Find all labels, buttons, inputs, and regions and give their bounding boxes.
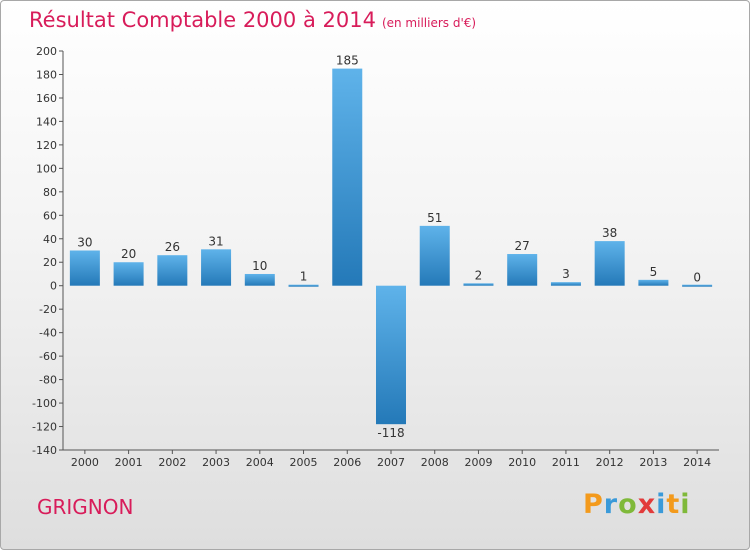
x-tick-label: 2005 <box>290 456 318 469</box>
bar <box>113 262 144 286</box>
bar <box>638 279 669 286</box>
bar <box>682 284 713 287</box>
data-label: 51 <box>427 211 442 225</box>
data-label: 2 <box>475 268 483 282</box>
x-tick-label: 2013 <box>639 456 667 469</box>
x-tick-label: 2012 <box>596 456 624 469</box>
bar <box>419 225 450 286</box>
x-tick-label: 2010 <box>508 456 536 469</box>
data-label: 30 <box>77 236 92 250</box>
y-tick-label: 200 <box>36 45 57 58</box>
x-tick-label: 2004 <box>246 456 274 469</box>
x-tick-label: 2007 <box>377 456 405 469</box>
bar <box>201 249 232 286</box>
x-tick-label: 2009 <box>464 456 492 469</box>
y-tick-label: -40 <box>39 327 57 340</box>
x-axis: 2000 2001 2002 2003 2004 2005 2006 2007 2008 2009… <box>63 449 719 469</box>
chart-title-text: Résultat Comptable 2000 à 2014 <box>29 8 376 32</box>
x-tick-label: 2006 <box>333 456 361 469</box>
bar <box>332 68 363 286</box>
data-label: 185 <box>336 54 359 68</box>
bar <box>244 273 275 286</box>
y-tick-label: -100 <box>32 397 57 410</box>
proxiti-logo: Proxiti <box>583 489 691 520</box>
bar <box>594 241 625 286</box>
data-label: 10 <box>252 259 267 273</box>
y-tick-label: 20 <box>43 256 57 269</box>
y-tick-label: 140 <box>36 115 57 128</box>
y-tick-label: 60 <box>43 209 57 222</box>
y-tick-label: 80 <box>43 186 57 199</box>
y-tick-label: -20 <box>39 303 57 316</box>
data-label: 3 <box>562 267 570 281</box>
y-tick-label: -80 <box>39 374 57 387</box>
y-tick-label: -140 <box>32 444 57 457</box>
x-tick-label: 2003 <box>202 456 230 469</box>
data-label: 38 <box>602 226 617 240</box>
bar <box>550 282 581 286</box>
data-label: 26 <box>165 240 180 254</box>
data-label: 20 <box>121 247 136 261</box>
y-tick-label: 100 <box>36 162 57 175</box>
data-label: 1 <box>300 270 308 284</box>
y-tick-label: 0 <box>50 280 57 293</box>
y-tick-label: 40 <box>43 233 57 246</box>
y-tick-label: 160 <box>36 92 57 105</box>
y-tick-label: 180 <box>36 68 57 81</box>
y-tick-label: -120 <box>32 421 57 434</box>
data-label: 31 <box>208 234 223 248</box>
x-tick-label: 2002 <box>158 456 186 469</box>
x-tick-label: 2000 <box>71 456 99 469</box>
bar <box>463 283 494 286</box>
data-label: -118 <box>377 426 404 440</box>
bars-group: 30 20 26 31 10 1 185 -118 51 2 27 3 38 5 0 <box>69 54 713 440</box>
bar <box>69 250 100 286</box>
chart-subtitle: (en milliers d'€) <box>381 16 477 30</box>
data-label: 27 <box>515 239 530 253</box>
bar <box>157 255 188 286</box>
y-tick-label: 120 <box>36 139 57 152</box>
chart-title: Résultat Comptable 2000 à 2014 (en millie… <box>29 8 476 32</box>
data-label: 5 <box>650 265 658 279</box>
x-tick-label: 2001 <box>115 456 143 469</box>
bar <box>376 285 406 425</box>
bar <box>507 254 538 286</box>
place-name: GRIGNON <box>37 495 134 519</box>
bar <box>288 284 319 287</box>
y-tick-label: -60 <box>39 350 57 363</box>
data-label: 0 <box>693 271 701 285</box>
x-tick-label: 2008 <box>421 456 449 469</box>
x-tick-label: 2014 <box>683 456 711 469</box>
x-tick-label: 2011 <box>552 456 580 469</box>
y-axis: 200180160140120100806040200-20-40-60-80-… <box>32 45 64 457</box>
